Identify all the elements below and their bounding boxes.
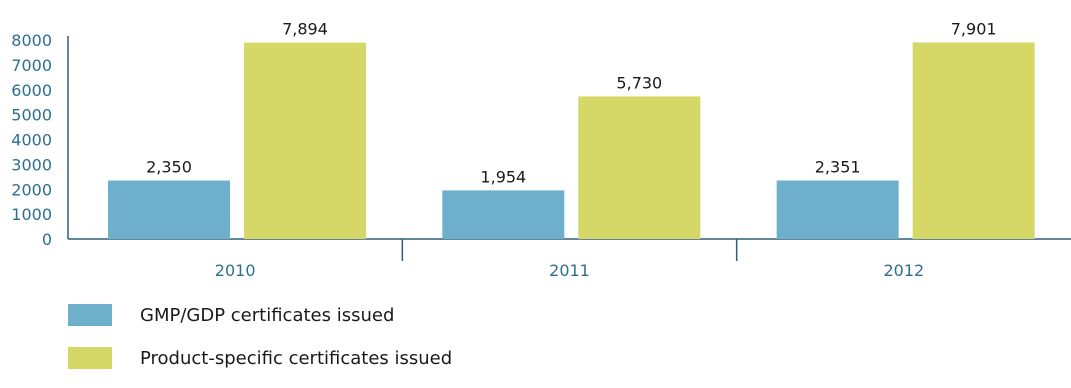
x-tick-label: 2012	[883, 261, 924, 280]
legend-swatch-product-specific	[68, 347, 112, 369]
bar-2011-series-1	[578, 96, 700, 239]
x-tick-label: 2010	[215, 261, 256, 280]
legend-item-gmp-gdp: GMP/GDP certificates issued	[68, 302, 452, 328]
bar-2011-series-0	[442, 190, 564, 239]
data-label: 1,954	[480, 167, 526, 186]
bar-2012-series-0	[777, 181, 899, 239]
x-tick-label: 2011	[549, 261, 590, 280]
y-tick-label: 3000	[11, 155, 52, 174]
bar-chart: 0 1000 2000 3000 4000 5000 6000 7000 8000 2010 201…	[0, 0, 1071, 300]
data-label: 7,901	[951, 19, 997, 38]
legend-swatch-gmp-gdp	[68, 304, 112, 326]
y-tick-label: 8000	[11, 31, 52, 50]
data-label: 5,730	[616, 73, 662, 92]
y-tick-label: 1000	[11, 205, 52, 224]
legend-item-product-specific: Product-specific certificates issued	[68, 345, 452, 371]
y-tick-label: 7000	[11, 56, 52, 75]
legend: GMP/GDP certificates issued Product-spec…	[68, 302, 452, 388]
y-tick-label: 4000	[11, 131, 52, 150]
legend-label-gmp-gdp: GMP/GDP certificates issued	[140, 305, 394, 326]
y-tick-label: 2000	[11, 180, 52, 199]
y-tick-label: 0	[42, 230, 52, 249]
data-label: 2,350	[146, 158, 192, 177]
data-label: 7,894	[282, 20, 328, 39]
y-tick-label: 6000	[11, 81, 52, 100]
data-label: 2,351	[815, 158, 861, 177]
bar-2010-series-0	[108, 181, 230, 239]
bar-2010-series-1	[244, 43, 366, 239]
bar-2012-series-1	[913, 42, 1035, 239]
y-tick-label: 5000	[11, 106, 52, 125]
legend-label-product-specific: Product-specific certificates issued	[140, 348, 452, 369]
